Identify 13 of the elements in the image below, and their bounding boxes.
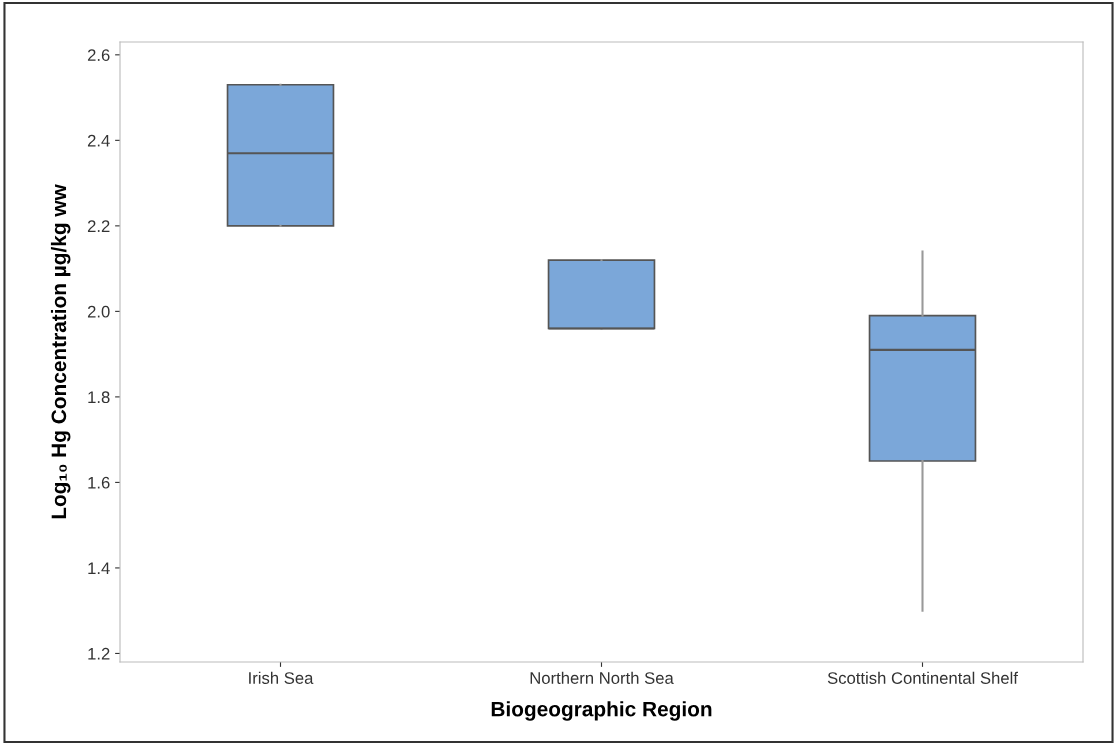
y-tick-label: 1.4 bbox=[88, 562, 110, 574]
y-tick-label: 1.2 bbox=[88, 647, 110, 660]
y-tick-label: 1.8 bbox=[88, 391, 110, 404]
x-tick-label: Irish Sea bbox=[249, 671, 314, 684]
x-axis-title: Biogeographic Region bbox=[491, 701, 712, 721]
y-axis-title: Log₁₀ Hg Concentration µg/kg ww bbox=[50, 184, 71, 519]
x-tick-label: Northern North Sea bbox=[530, 671, 674, 684]
y-tick-label: 2.0 bbox=[87, 305, 110, 318]
y-tick-label: 2.4 bbox=[87, 134, 110, 147]
y-tick-label: 2.2 bbox=[87, 220, 110, 232]
y-tick-label: 2.6 bbox=[87, 49, 110, 62]
x-tick-label: Scottish Continental Shelf bbox=[827, 671, 1018, 684]
y-tick-label: 1.6 bbox=[88, 476, 110, 489]
